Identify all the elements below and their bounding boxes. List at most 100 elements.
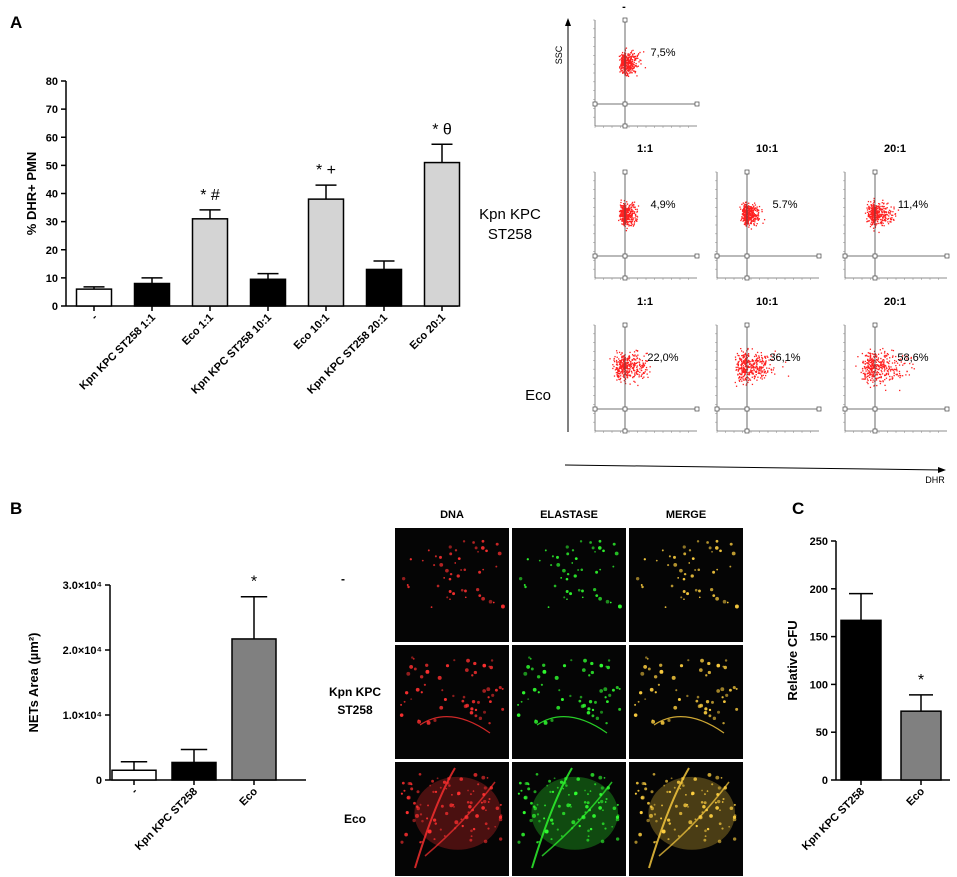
event-dot (621, 373, 623, 375)
event-dot (735, 366, 737, 369)
signal-speck (615, 817, 620, 822)
event-dot (623, 220, 625, 222)
event-dot (882, 205, 884, 207)
event-dot (869, 217, 871, 219)
event-dot (741, 367, 743, 370)
signal-speck (495, 542, 499, 546)
signal-speck (605, 599, 610, 604)
event-dot (758, 370, 760, 372)
signal-speck (568, 794, 570, 796)
event-dot (618, 368, 621, 370)
x-tick-label: - (89, 311, 100, 322)
event-dot (623, 58, 625, 60)
event-dot (626, 220, 629, 223)
event-dot (872, 379, 874, 381)
event-dot (635, 371, 637, 374)
event-dot (642, 364, 644, 366)
event-dot (621, 352, 623, 354)
event-dot (753, 368, 755, 371)
event-dot (879, 373, 881, 375)
event-dot (756, 208, 758, 210)
signal-speck (577, 818, 580, 821)
signal-speck (426, 720, 431, 725)
event-dot (623, 361, 626, 363)
event-dot (624, 50, 627, 52)
signal-speck (482, 568, 485, 571)
signal-speck (690, 574, 694, 578)
event-dot (742, 212, 745, 214)
event-dot (623, 203, 626, 206)
event-dot (744, 371, 747, 374)
event-dot (744, 210, 746, 213)
signal-speck (556, 786, 559, 789)
event-dot (873, 355, 875, 358)
event-dot (885, 365, 887, 367)
signal-speck (679, 787, 682, 790)
signal-speck (649, 805, 653, 808)
event-dot (877, 357, 880, 359)
signal-speck (495, 806, 500, 811)
signal-speck (494, 688, 498, 692)
event-dot (887, 362, 889, 364)
event-dot (878, 231, 880, 234)
event-dot (622, 367, 624, 369)
event-dot (872, 204, 875, 206)
event-dot (767, 370, 769, 372)
event-dot (897, 375, 900, 377)
event-dot (753, 222, 755, 225)
event-dot (626, 370, 628, 373)
signal-speck (605, 721, 608, 725)
signal-speck (691, 557, 695, 561)
event-dot (748, 202, 750, 204)
event-dot (744, 217, 746, 220)
signal-speck (499, 814, 503, 817)
event-dot (899, 376, 901, 379)
signal-speck (639, 811, 643, 815)
event-dot (871, 210, 874, 212)
event-dot (868, 210, 870, 213)
event-dot (866, 207, 868, 209)
event-dot (745, 204, 747, 206)
event-dot (774, 373, 776, 375)
event-dot (748, 378, 751, 380)
event-dot (637, 354, 639, 356)
event-dot (627, 362, 630, 364)
event-dot (876, 384, 878, 387)
event-dot (884, 218, 886, 220)
event-dot (871, 211, 873, 214)
signal-speck (649, 687, 654, 692)
event-dot (870, 201, 872, 203)
event-dot (766, 371, 769, 373)
event-dot (760, 373, 762, 375)
y-tick-label: 200 (810, 584, 828, 596)
event-dot (631, 60, 634, 63)
event-dot (747, 377, 749, 379)
signal-speck (673, 786, 676, 789)
event-dot (877, 206, 879, 208)
event-dot (632, 53, 634, 55)
y-tick-label: 80 (46, 76, 58, 88)
event-dot (738, 360, 740, 363)
event-dot (881, 208, 883, 210)
event-dot (749, 222, 751, 225)
event-dot (613, 357, 615, 360)
signal-speck (634, 703, 637, 706)
event-dot (887, 218, 889, 221)
signal-speck (611, 688, 615, 692)
signal-speck (445, 787, 448, 790)
event-dot (628, 53, 630, 55)
event-dot (630, 214, 633, 217)
event-dot (626, 358, 628, 360)
event-dot (872, 210, 875, 212)
event-dot (740, 208, 742, 210)
event-dot (871, 375, 873, 377)
event-dot (630, 361, 632, 363)
signal-speck (600, 786, 604, 790)
event-dot (751, 358, 754, 361)
significance-label: * + (316, 162, 336, 179)
signal-speck (595, 594, 599, 598)
signal-speck (536, 813, 540, 816)
event-dot (875, 217, 877, 219)
event-dot (634, 381, 636, 383)
event-dot (761, 378, 763, 380)
